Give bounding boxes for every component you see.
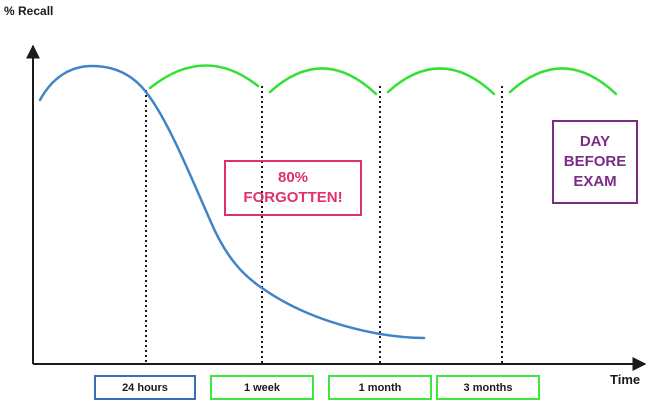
interval-24-hours: 24 hours (94, 375, 196, 400)
interval-3-months: 3 months (436, 375, 540, 400)
review-arc-1 (148, 64, 260, 90)
interval-1-week: 1 week (210, 375, 314, 400)
forgetting-curve (38, 64, 426, 340)
review-arc-2 (268, 67, 378, 96)
forgotten-callout: 80% FORGOTTEN! (224, 160, 362, 216)
interval-1-month: 1 month (328, 375, 432, 400)
y-axis-label: % Recall (4, 4, 54, 18)
review-arc-3 (386, 67, 496, 96)
exam-callout: DAY BEFORE EXAM (552, 120, 638, 204)
review-arc-4 (508, 67, 618, 96)
x-axis-label: Time (610, 372, 641, 387)
